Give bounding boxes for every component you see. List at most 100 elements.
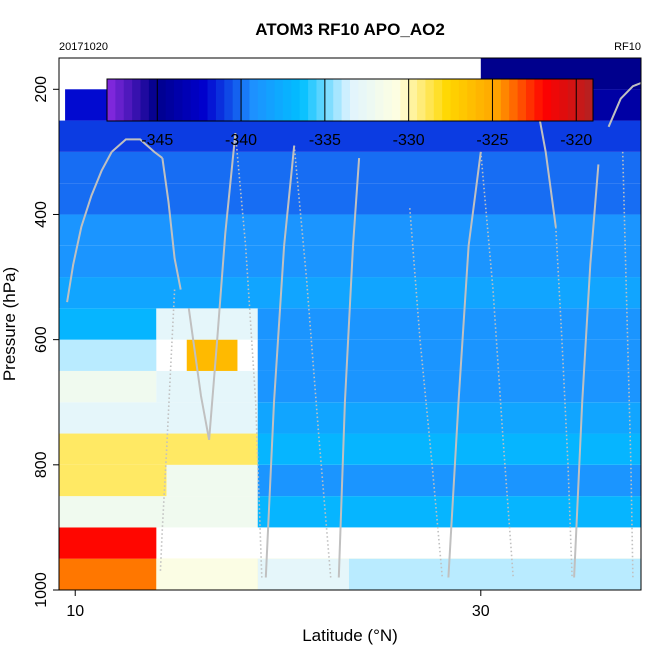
colorbar-swatch-22 [291, 79, 301, 121]
colorbar-swatch-7 [165, 79, 175, 121]
heatmap-cell-13 [59, 402, 258, 434]
date-label: 20171020 [59, 41, 108, 53]
colorbar-swatch-51 [534, 79, 544, 121]
colorbar-swatch-54 [559, 79, 569, 121]
colorbar-swatch-48 [509, 79, 519, 121]
colorbar-swatch-50 [525, 79, 535, 121]
flight-track-5 [208, 132, 237, 440]
colorbar-swatch-14 [224, 79, 234, 121]
flight-track-4 [187, 308, 211, 440]
heatmap-cell-14 [257, 402, 641, 434]
colorbar-tick-label-2: -335 [309, 132, 341, 149]
colorbar-tick-label-4: -325 [476, 132, 508, 149]
flight-track-8 [293, 145, 332, 578]
colorbar-swatch-24 [308, 79, 317, 121]
colorbar-tick-label-1: -340 [225, 132, 257, 149]
colorbar-swatch-30 [358, 79, 368, 121]
heatmap-cell-7 [257, 496, 641, 528]
x-tick-label-1: 30 [472, 603, 490, 620]
colorbar-swatch-19 [266, 79, 276, 121]
colorbar-swatch-8 [174, 79, 183, 121]
colorbar-swatch-42 [458, 79, 468, 121]
flight-track-17 [607, 82, 642, 128]
heatmap-cell-23 [257, 308, 641, 340]
colorbar-swatch-49 [517, 79, 527, 121]
colorbar-swatch-52 [542, 79, 552, 121]
colorbar-swatch-10 [190, 79, 200, 121]
colorbar-swatch-0 [107, 79, 116, 121]
colorbar-swatch-21 [282, 79, 292, 121]
flight-track-18 [621, 151, 634, 578]
colorbar-frame [106, 78, 594, 122]
colorbar-swatch-5 [148, 79, 158, 121]
heatmap-cell-8 [59, 464, 167, 497]
heatmap-cell-28 [59, 151, 641, 184]
y-axis-label: Pressure (hPa) [0, 267, 19, 381]
colorbar-swatch-34 [391, 79, 401, 121]
flight-label: RF10 [614, 41, 641, 53]
colorbar-swatch-28 [341, 79, 351, 121]
colorbar-swatch-16 [241, 79, 250, 121]
colorbar-swatch-15 [232, 79, 242, 121]
colorbar-swatch-40 [442, 79, 452, 121]
colorbar-swatch-1 [115, 79, 125, 121]
flight-track-0 [66, 151, 113, 303]
heatmap-cell-25 [59, 245, 641, 278]
heatmap-cell-10 [257, 464, 641, 497]
y-tick-label-3: 800 [33, 451, 50, 478]
flight-track-16 [573, 164, 600, 578]
colorbar-swatch-23 [299, 79, 309, 121]
y-tick-label-0: 200 [33, 76, 50, 103]
colorbar-swatch-3 [132, 79, 142, 121]
colorbar-swatch-44 [475, 79, 485, 121]
colorbar-swatch-45 [484, 79, 493, 121]
heatmap-cell-6 [59, 496, 258, 528]
heatmap-cell-11 [59, 433, 258, 465]
colorbar [106, 78, 594, 122]
colorbar-swatch-17 [249, 79, 259, 121]
heatmap-cell-5 [348, 558, 641, 590]
colorbar-swatch-35 [400, 79, 410, 121]
colorbar-swatch-18 [257, 79, 267, 121]
chart-title: ATOM3 RF10 APO_AO2 [255, 20, 445, 39]
colorbar-swatch-33 [383, 79, 393, 121]
colorbar-swatch-2 [123, 79, 133, 121]
colorbar-tick-label-3: -330 [393, 132, 425, 149]
colorbar-swatch-47 [500, 79, 510, 121]
colorbar-swatch-46 [492, 79, 502, 121]
colorbar-swatch-36 [408, 79, 418, 121]
colorbar-swatch-57 [584, 79, 594, 121]
heatmap-cell-17 [257, 370, 641, 403]
heatmap-cell-16 [156, 370, 258, 403]
flight-track-2 [161, 157, 182, 290]
colorbar-swatch-25 [316, 79, 326, 121]
x-axis-label: Latitude (°N) [302, 626, 398, 645]
colorbar-swatch-53 [551, 79, 560, 121]
colorbar-swatch-4 [140, 79, 150, 121]
flight-track-15 [555, 226, 573, 578]
flight-track-9 [337, 158, 361, 578]
heatmap-cell-2 [59, 527, 157, 559]
heatmap-cell-15 [59, 370, 157, 403]
colorbar-swatch-41 [450, 79, 460, 121]
colorbar-swatch-55 [567, 79, 577, 121]
colorbar-swatch-12 [207, 79, 217, 121]
heatmap-cell-3 [156, 558, 258, 590]
y-tick-label-1: 400 [33, 201, 50, 228]
colorbar-swatch-6 [157, 79, 167, 121]
colorbar-swatch-27 [333, 79, 343, 121]
flight-track-1 [111, 138, 164, 159]
heatmap-cell-18 [59, 339, 157, 371]
heatmap-cell-12 [257, 433, 641, 465]
heatmap-cell-21 [59, 308, 157, 340]
x-axis-ticks: 10 30 [66, 590, 490, 620]
colorbar-tick-label-0: -345 [141, 132, 173, 149]
colorbar-swatch-13 [215, 79, 225, 121]
heatmap-cell-1 [59, 558, 157, 590]
flight-track-6 [234, 133, 263, 578]
colorbar-swatch-37 [417, 79, 426, 121]
colorbar-ticks: -345 -340 -335 -330 -325 -320 [141, 79, 592, 149]
heatmap-cell-9 [166, 464, 258, 497]
colorbar-swatch-26 [324, 79, 334, 121]
